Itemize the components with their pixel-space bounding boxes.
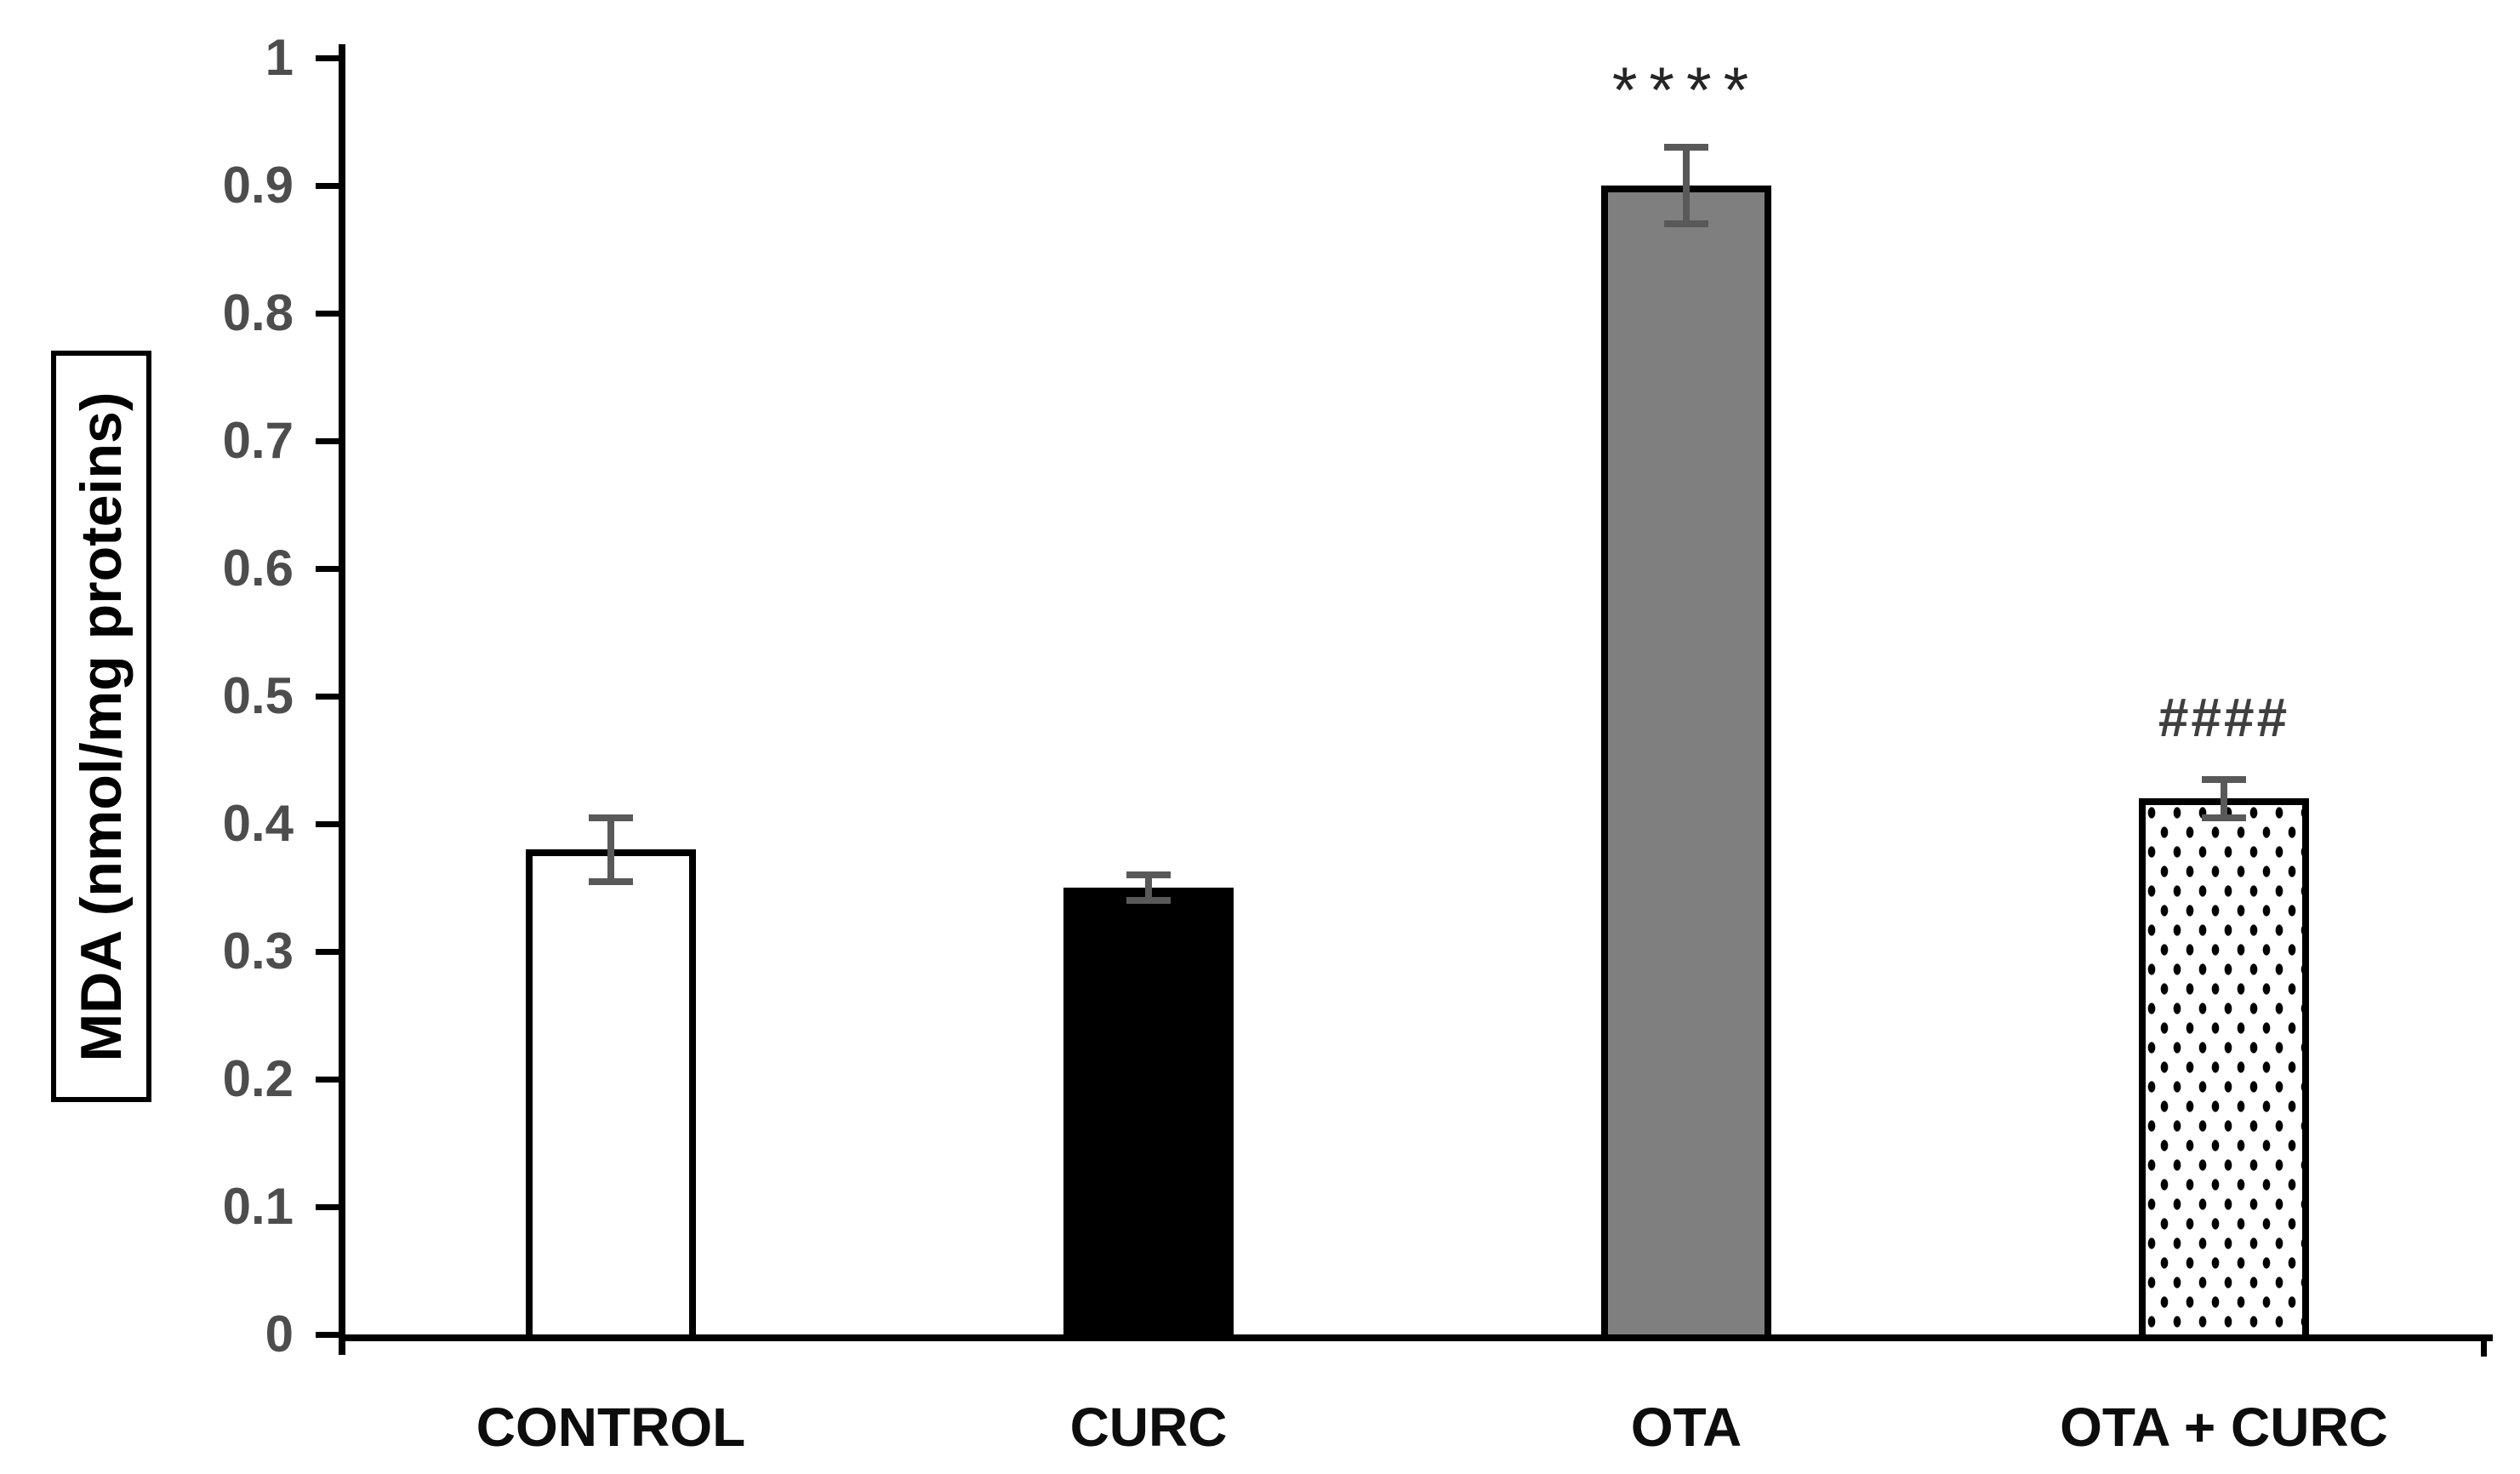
y-tick-0.8 [316, 311, 339, 317]
y-tick-0.5 [316, 694, 339, 700]
y-tick-label-0.8: 0.8 [222, 284, 294, 341]
y-tick-label-1: 1 [265, 29, 294, 86]
y-tick-0 [316, 1332, 339, 1338]
error-bar-line-curc [1145, 875, 1152, 900]
y-tick-label-0.3: 0.3 [222, 923, 294, 980]
error-bar-cap-bottom-control [589, 877, 633, 885]
y-tick-label-0: 0 [265, 1305, 294, 1363]
error-bar-line-ota [1683, 147, 1690, 224]
x-axis-line [339, 1334, 2493, 1341]
bar-curc [1063, 888, 1234, 1341]
y-tick-0.6 [316, 566, 339, 572]
error-bar-cap-bottom-ota-curc [2202, 814, 2246, 821]
y-tick-0.7 [316, 438, 339, 444]
error-bar-line-ota-curc [2221, 779, 2227, 818]
significance-asterisks-ota: **** [1611, 54, 1761, 127]
y-tick-label-0.5: 0.5 [222, 667, 294, 724]
x-axis-end-tick [2481, 1334, 2487, 1357]
y-tick-label-0.4: 0.4 [222, 795, 294, 852]
y-axis-title-box: MDA (nmol/mg proteins) [51, 351, 151, 1102]
error-bar-cap-top-ota-curc [2202, 775, 2246, 783]
x-category-label-control: CONTROL [476, 1397, 746, 1458]
y-tick-0.4 [316, 821, 339, 827]
error-bar-cap-top-curc [1126, 871, 1171, 878]
y-tick-label-0.2: 0.2 [222, 1050, 294, 1107]
y-tick-0.9 [316, 183, 339, 189]
bar-ota-curc [2139, 798, 2309, 1341]
x-category-label-ota-curc: OTA + CURC [2060, 1397, 2388, 1458]
error-bar-line-control [607, 817, 614, 882]
y-axis-line [339, 44, 345, 1355]
y-tick-1 [316, 55, 339, 61]
error-bar-cap-top-ota [1664, 144, 1708, 151]
x-category-label-ota: OTA [1630, 1397, 1742, 1458]
error-bar-cap-top-control [589, 814, 633, 821]
y-tick-label-0.6: 0.6 [222, 540, 294, 597]
y-tick-label-0.9: 0.9 [222, 157, 294, 214]
x-category-label-curc: CURC [1069, 1397, 1228, 1458]
error-bar-cap-bottom-ota [1664, 220, 1708, 227]
bar-ota [1601, 186, 1771, 1341]
y-tick-0.2 [316, 1077, 339, 1083]
y-tick-label-0.1: 0.1 [222, 1178, 294, 1235]
significance-hashes-ota-curc: #### [2158, 686, 2290, 748]
y-tick-0.3 [316, 949, 339, 955]
y-tick-label-0.7: 0.7 [222, 412, 294, 469]
error-bar-cap-bottom-curc [1126, 897, 1171, 904]
bar-control [526, 849, 696, 1341]
y-tick-0.1 [316, 1204, 339, 1210]
